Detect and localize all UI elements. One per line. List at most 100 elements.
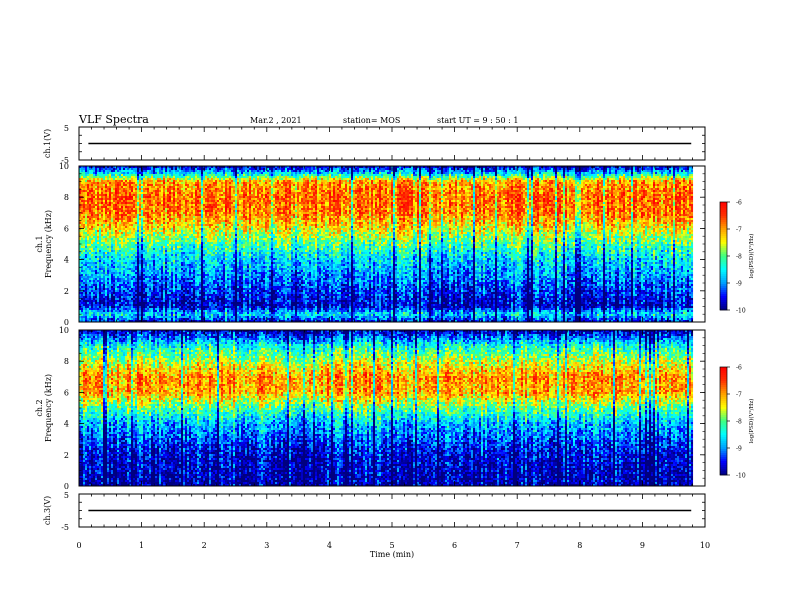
spectrogram-cell	[91, 232, 93, 234]
spectrogram-cell	[97, 302, 99, 304]
spectrogram-cell	[89, 192, 91, 194]
spectrogram-cell	[103, 302, 105, 304]
spectrogram-cell	[99, 192, 101, 194]
spectrogram-cell	[81, 168, 83, 170]
vlf-figure: VLF Spectra Mar.2 , 2021 station= MOS st…	[0, 0, 792, 612]
spectrogram-cell	[97, 256, 99, 258]
spectrogram-cell	[93, 316, 95, 318]
spectrogram-cell	[87, 194, 89, 196]
spectrogram-cell	[85, 288, 87, 290]
ch1-axis-label: ch.1(V)	[43, 129, 52, 158]
spectrogram-cell	[105, 172, 107, 174]
spectrogram-cell	[99, 276, 101, 278]
spectrogram-cell	[87, 258, 89, 260]
spectrogram-cell	[85, 286, 87, 288]
spectrogram-cell	[105, 168, 107, 170]
spectrogram-cell	[93, 192, 95, 194]
spectrogram-cell	[95, 276, 97, 278]
spectrogram-cell	[91, 220, 93, 222]
spectrogram-cell	[103, 182, 105, 184]
spectrogram-cell	[91, 288, 93, 290]
spectrogram-cell	[87, 236, 89, 238]
y-tick-label: 5	[64, 124, 69, 133]
spectrogram-cell	[83, 308, 85, 310]
spectrogram-cell	[99, 206, 101, 208]
spectrogram-cell	[95, 256, 97, 258]
spectrogram-cell	[93, 282, 95, 284]
spectrogram-cell	[105, 202, 107, 204]
spectrogram-cell	[91, 196, 93, 198]
spectrogram-cell	[97, 234, 99, 236]
spectrogram-cell	[85, 224, 87, 226]
spectrogram-cell	[93, 306, 95, 308]
spectrogram-cell	[97, 236, 99, 238]
spectrogram-cell	[81, 318, 83, 320]
spectrogram-cell	[103, 208, 105, 210]
spectrogram-cell	[89, 198, 91, 200]
spectrogram-cell	[81, 302, 83, 304]
spectrogram-cell	[99, 312, 101, 314]
spectrogram-cell	[89, 262, 91, 264]
spectrogram-cell	[93, 298, 95, 300]
spectrogram-cell	[103, 218, 105, 220]
spectrogram-cell	[97, 246, 99, 248]
spectrogram-cell	[83, 280, 85, 282]
spectrogram-cell	[99, 292, 101, 294]
spectrogram-cell	[87, 298, 89, 300]
spectrogram-cell	[93, 262, 95, 264]
spectrogram-cell	[97, 264, 99, 266]
spectrogram-cell	[83, 248, 85, 250]
spectrogram-cell	[99, 216, 101, 218]
spectrogram-cell	[97, 244, 99, 246]
spectrogram-cell	[93, 172, 95, 174]
spectrogram-cell	[93, 304, 95, 306]
spectrogram-cell	[91, 276, 93, 278]
spectrogram-cell	[85, 260, 87, 262]
spectrogram-cell	[93, 318, 95, 320]
spectrogram-cell	[87, 254, 89, 256]
spectrogram-cell	[81, 184, 83, 186]
spectrogram-cell	[93, 212, 95, 214]
spectrogram-cell	[87, 210, 89, 212]
spectrogram-cell	[81, 248, 83, 250]
spectrogram-cell	[81, 288, 83, 290]
spectrogram-cell	[83, 212, 85, 214]
spectrogram-cell	[83, 240, 85, 242]
spectrogram-cell	[103, 216, 105, 218]
spectrogram-cell	[97, 190, 99, 192]
spectrogram-cell	[95, 234, 97, 236]
spectrogram-cell	[89, 248, 91, 250]
spectrogram-cell	[89, 246, 91, 248]
spectrogram-cell	[85, 272, 87, 274]
spectrogram-cell	[91, 222, 93, 224]
spectrogram-cell	[95, 190, 97, 192]
spectrogram-cell	[105, 238, 107, 240]
spectrogram-cell	[93, 174, 95, 176]
spectrogram-cell	[83, 256, 85, 258]
spectrogram-cell	[83, 242, 85, 244]
spectrogram-cell	[85, 238, 87, 240]
spectrogram-cell	[99, 188, 101, 190]
spectrogram-cell	[97, 308, 99, 310]
spectrogram-cell	[103, 278, 105, 280]
spectrogram-cell	[101, 302, 103, 304]
spectrogram-cell	[105, 204, 107, 206]
spectrogram-heatmap	[79, 166, 705, 322]
spectrogram-cell	[99, 244, 101, 246]
spectrogram-cell	[95, 184, 97, 186]
spectrogram-cell	[97, 176, 99, 178]
spectrogram-cell	[87, 312, 89, 314]
spectrogram-cell	[103, 178, 105, 180]
spectrogram-cell	[95, 286, 97, 288]
spectrogram-cell	[89, 228, 91, 230]
spectrogram-cell	[83, 208, 85, 210]
spectrogram-cell	[89, 184, 91, 186]
spectrogram-cell	[101, 184, 103, 186]
spectrogram-cell	[81, 232, 83, 234]
spectrogram-cell	[85, 268, 87, 270]
spectrogram-cell	[87, 222, 89, 224]
spectrogram-cell	[91, 304, 93, 306]
spectrogram-cell	[97, 296, 99, 298]
spectrogram-cell	[95, 316, 97, 318]
spectrogram-cell	[91, 202, 93, 204]
